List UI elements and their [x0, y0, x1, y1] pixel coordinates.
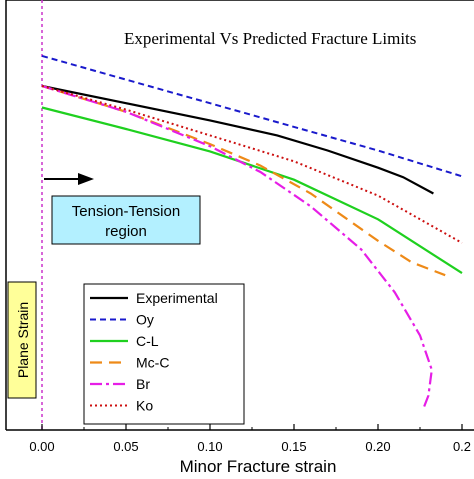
x-tick-label: 0.00 [29, 439, 54, 454]
tension-region-line1: Tension-Tension [72, 203, 180, 220]
series-group [41, 54, 463, 409]
x-tick-label: 0.05 [113, 439, 138, 454]
legend-label-ko: Ko [136, 398, 153, 414]
tick-group: 0.00 0.05 0.10 0.15 0.20 0.2 [29, 424, 471, 454]
series-line-experimental [41, 84, 434, 195]
tension-region-line2: region [105, 223, 147, 240]
series-line-c-l [41, 106, 463, 275]
legend-label-br: Br [136, 376, 150, 392]
legend-label-mc-c: Mc-C [136, 355, 169, 371]
x-tick-label: 0.20 [365, 439, 390, 454]
plane-strain-label: Plane Strain [15, 302, 31, 378]
tension-arrow-head [78, 173, 94, 185]
chart-title: Experimental Vs Predicted Fracture Limit… [124, 29, 416, 48]
legend-label-c-l: C-L [136, 333, 159, 349]
tension-region-box [51, 195, 201, 245]
series-line-br [41, 84, 433, 409]
legend-label-experimental: Experimental [136, 290, 218, 306]
x-tick-label: 0.2 [453, 439, 471, 454]
series-line-oy [41, 54, 463, 178]
legend-label-oy: Oy [136, 312, 154, 328]
x-axis-label: Minor Fracture strain [180, 457, 337, 474]
plane-strain-box [7, 281, 37, 399]
x-tick-label: 0.10 [197, 439, 222, 454]
x-tick-label: 0.15 [281, 439, 306, 454]
legend-group: Experimental Oy C-L Mc-C Br Ko [90, 290, 218, 414]
legend-box [83, 283, 245, 425]
